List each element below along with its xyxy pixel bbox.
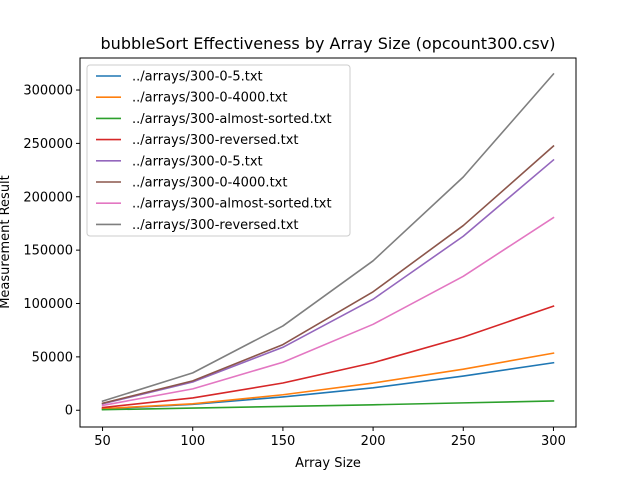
legend-box (86, 64, 351, 237)
series-line-2 (101, 352, 555, 410)
legend-label: ../arrays/300-reversed.txt (132, 218, 299, 233)
series-line-4 (101, 305, 555, 409)
x-tick-label: 150 (270, 434, 295, 449)
legend-label: ../arrays/300-reversed.txt (132, 133, 299, 148)
y-axis-label: Measurement Result (0, 175, 13, 309)
x-tick-label: 100 (180, 434, 205, 449)
legend-label: ../arrays/300-0-4000.txt (132, 91, 287, 106)
series-line-6 (101, 144, 555, 405)
series-line-3 (101, 400, 555, 411)
series-line-7 (101, 216, 555, 407)
y-tick-label: 100000 (23, 297, 73, 312)
x-tick-label: 300 (541, 434, 566, 449)
series-line-8 (101, 72, 555, 403)
legend-label: ../arrays/300-0-5.txt (132, 70, 263, 85)
x-tick-label: 200 (361, 434, 386, 449)
legend-label: ../arrays/300-almost-sorted.txt (132, 112, 332, 127)
y-tick-label: 300000 (23, 84, 73, 99)
y-tick-label: 200000 (23, 190, 73, 205)
legend-label: ../arrays/300-0-5.txt (132, 154, 263, 169)
series-line-5 (101, 158, 555, 405)
axis-layer: 50 100 150 200 250 300 0 50000 100000 150000 20000… (23, 84, 566, 449)
y-tick-label: 50000 (32, 350, 73, 365)
y-tick-label: 250000 (23, 137, 73, 152)
legend-label: ../arrays/300-almost-sorted.txt (132, 197, 332, 212)
series-layer (101, 72, 555, 411)
y-tick-label: 150000 (23, 244, 73, 259)
plot-area (79, 57, 577, 428)
y-tick-label: 0 (65, 404, 73, 419)
legend: ../arrays/300-0-5.txt ../arrays/300-0-400… (86, 64, 351, 237)
x-tick-label: 50 (94, 434, 111, 449)
x-axis-label: Array Size (295, 456, 361, 471)
x-tick-label: 250 (451, 434, 476, 449)
legend-label: ../arrays/300-0-4000.txt (132, 176, 287, 191)
chart-title: bubbleSort Effectiveness by Array Size (… (101, 34, 556, 53)
